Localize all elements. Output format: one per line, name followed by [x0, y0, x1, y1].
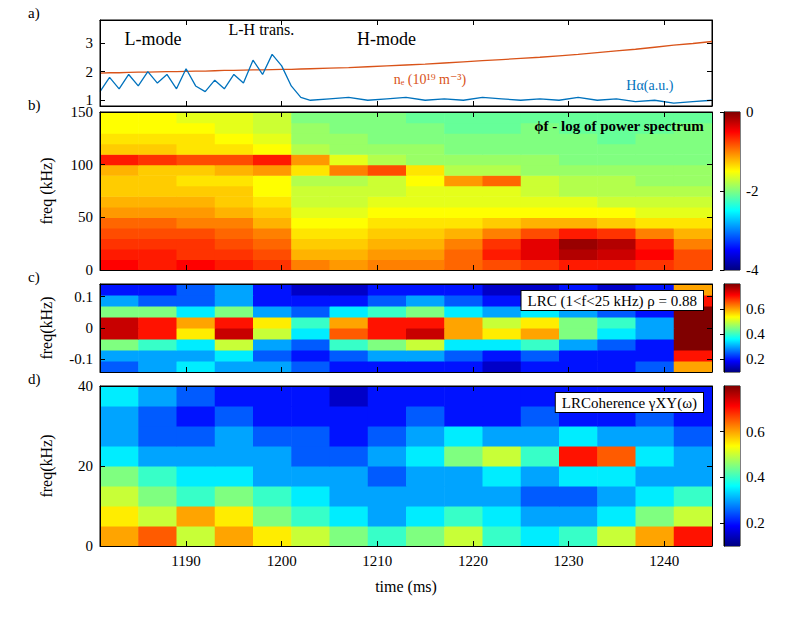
svg-text:150: 150: [71, 104, 94, 120]
svg-text:d): d): [28, 371, 41, 388]
svg-text:0.2: 0.2: [746, 351, 765, 367]
svg-text:L-mode: L-mode: [124, 29, 181, 49]
svg-text:0: 0: [746, 104, 754, 120]
svg-text:nₑ (10¹⁹ m⁻³): nₑ (10¹⁹ m⁻³): [394, 72, 467, 88]
svg-text:-2: -2: [746, 183, 759, 199]
svg-text:freq (kHz): freq (kHz): [38, 157, 56, 224]
svg-text:0: 0: [86, 538, 94, 554]
svg-text:H-mode: H-mode: [357, 29, 416, 49]
svg-text:0.6: 0.6: [746, 301, 765, 317]
svg-text:L-H trans.: L-H trans.: [229, 21, 295, 38]
svg-text:a): a): [28, 5, 40, 22]
svg-text:0.2: 0.2: [746, 515, 765, 531]
svg-text:0: 0: [86, 320, 94, 336]
svg-text:0.4: 0.4: [746, 326, 765, 342]
svg-text:1: 1: [85, 92, 93, 109]
svg-text:LRCoherence γXY(ω): LRCoherence γXY(ω): [562, 395, 697, 412]
svg-text:3: 3: [86, 35, 94, 51]
svg-text:LRC (1<f<25 kHz) ρ = 0.88: LRC (1<f<25 kHz) ρ = 0.88: [527, 293, 697, 310]
svg-text:freq(kHz): freq(kHz): [38, 434, 56, 497]
svg-text:1200: 1200: [267, 553, 297, 569]
svg-text:c): c): [28, 269, 40, 286]
svg-text:ϕf - log of power spectrum: ϕf - log of power spectrum: [534, 118, 704, 134]
svg-text:0: 0: [86, 262, 94, 278]
svg-text:100: 100: [71, 157, 94, 173]
svg-text:1240: 1240: [649, 553, 679, 569]
svg-text:Hα(a.u.): Hα(a.u.): [626, 78, 673, 94]
svg-text:b): b): [28, 97, 41, 114]
svg-text:1190: 1190: [171, 553, 200, 569]
svg-text:1220: 1220: [458, 553, 488, 569]
svg-text:50: 50: [78, 209, 93, 225]
svg-text:time (ms): time (ms): [375, 578, 437, 596]
svg-text:0.6: 0.6: [746, 424, 765, 440]
svg-text:1230: 1230: [554, 553, 584, 569]
svg-text:0.4: 0.4: [746, 469, 765, 485]
svg-text:40: 40: [78, 378, 93, 394]
svg-text:freq(kHz): freq(kHz): [38, 296, 56, 359]
svg-text:-4: -4: [746, 262, 759, 278]
svg-text:20: 20: [78, 458, 93, 474]
svg-text:1210: 1210: [362, 553, 392, 569]
svg-text:-0.1: -0.1: [69, 351, 93, 367]
svg-text:0.1: 0.1: [74, 289, 93, 305]
svg-text:2: 2: [86, 64, 94, 80]
